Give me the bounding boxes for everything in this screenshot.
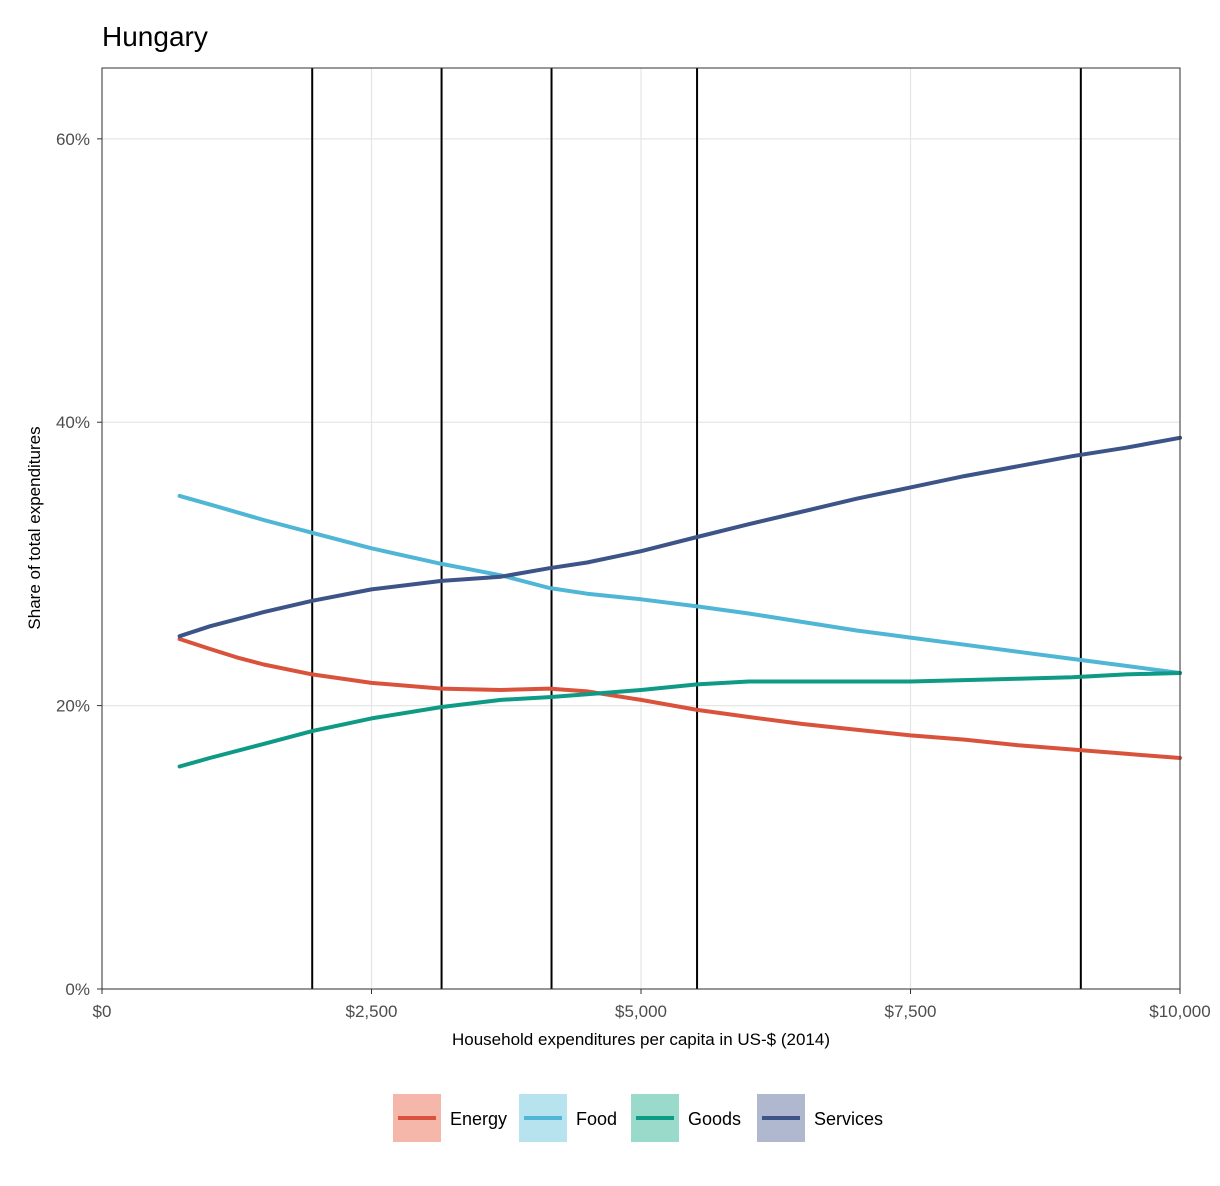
y-tick-label: 40% [56, 413, 90, 432]
legend-item-goods: Goods [631, 1094, 741, 1142]
x-tick-label: $5,000 [615, 1002, 667, 1021]
legend-label: Goods [688, 1109, 741, 1129]
x-tick-label: $10,000 [1149, 1002, 1210, 1021]
y-tick-label: 60% [56, 130, 90, 149]
legend-item-energy: Energy [393, 1094, 507, 1142]
series-line-food [177, 493, 1182, 675]
legend-label: Services [814, 1109, 883, 1129]
chart-title: Hungary [102, 21, 208, 52]
series-line-energy [177, 637, 1182, 760]
x-tick-label: $7,500 [885, 1002, 937, 1021]
x-tick-label: $2,500 [346, 1002, 398, 1021]
legend-label: Energy [450, 1109, 507, 1129]
x-tick-label: $0 [93, 1002, 112, 1021]
y-axis-title: Share of total expenditures [25, 426, 44, 629]
y-tick-label: 20% [56, 697, 90, 716]
legend-item-food: Food [519, 1094, 617, 1142]
x-axis-title: Household expenditures per capita in US-… [452, 1030, 830, 1049]
series-line-goods [177, 671, 1182, 769]
legend-item-services: Services [757, 1094, 883, 1142]
y-tick-label: 0% [65, 980, 90, 999]
legend-label: Food [576, 1109, 617, 1129]
series-line-services [177, 435, 1182, 639]
